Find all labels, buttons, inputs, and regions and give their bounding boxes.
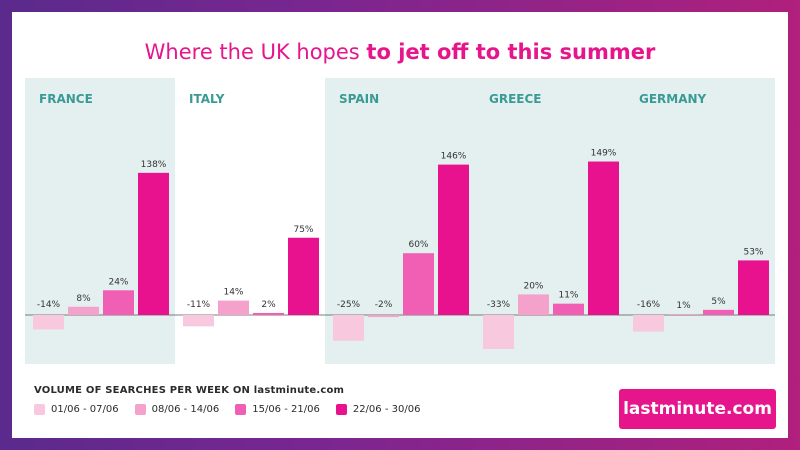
legend-label: 15/06 - 21/06 (252, 404, 320, 415)
legend-item: 01/06 - 07/06 (34, 404, 119, 415)
legend-item: 22/06 - 30/06 (335, 404, 421, 415)
bar (68, 306, 99, 315)
data-label: 5% (711, 297, 726, 307)
bar (368, 315, 399, 318)
bar (288, 237, 319, 315)
logo-text: lastminute.com (623, 399, 772, 419)
legend-label: 22/06 - 30/06 (352, 404, 421, 415)
bar (738, 260, 769, 315)
bar (703, 309, 734, 315)
data-label: 146% (441, 152, 467, 162)
data-label: 1% (676, 301, 691, 311)
data-label: -2% (375, 300, 393, 310)
chart-title: Where the UK hopes to jet off to this su… (12, 40, 788, 64)
data-label: -25% (337, 300, 361, 310)
data-label: -11% (187, 300, 211, 310)
legend-swatch (235, 404, 247, 415)
bar (633, 315, 664, 332)
data-label: 60% (408, 240, 428, 250)
data-label: 20% (523, 281, 543, 291)
bar (138, 172, 169, 315)
data-label: 8% (76, 294, 91, 304)
bar (218, 300, 249, 315)
data-label: 24% (108, 277, 128, 287)
legend-label: 01/06 - 07/06 (51, 404, 119, 415)
data-label: 138% (141, 160, 167, 170)
bar (253, 312, 284, 315)
data-label: -16% (637, 300, 661, 310)
data-label: 11% (558, 291, 578, 301)
legend-item: 15/06 - 21/06 (235, 404, 320, 415)
bar (183, 315, 214, 327)
legend-item: 08/06 - 14/06 (134, 404, 220, 415)
data-label: 75% (293, 225, 313, 235)
bar (438, 164, 469, 315)
country-label: GREECE (489, 92, 542, 106)
legend-swatch (34, 404, 45, 415)
bar (518, 294, 549, 315)
country-label: SPAIN (339, 92, 379, 106)
bar (33, 315, 64, 330)
bar (403, 253, 434, 315)
data-label: -33% (487, 300, 511, 310)
lastminute-logo: lastminute.com (619, 389, 776, 429)
data-label: 53% (743, 247, 763, 257)
country-label: GERMANY (639, 92, 707, 106)
bar (668, 313, 699, 315)
bar (588, 161, 619, 315)
bar (333, 315, 364, 341)
legend-swatch (335, 404, 347, 415)
legend: 01/06 - 07/06 08/06 - 14/06 15/06 - 21/06 2… (34, 404, 420, 415)
infographic-card: Where the UK hopes to jet off to this su… (12, 12, 788, 438)
legend-label: 08/06 - 14/06 (151, 404, 220, 415)
title-bold: to jet off to this summer (366, 40, 656, 64)
data-label: 149% (591, 149, 617, 159)
bar (483, 315, 514, 349)
legend-swatch (134, 404, 146, 415)
data-label: 14% (223, 288, 243, 298)
bar-chart: FRANCE ITALY SPAIN GREECE GERMANY -14% 8% 24% 13… (25, 78, 775, 364)
bar (553, 303, 584, 315)
legend-title: VOLUME OF SEARCHES PER WEEK ON lastminut… (34, 385, 345, 396)
title-normal: Where the UK hopes (144, 40, 367, 64)
country-label: FRANCE (39, 92, 93, 106)
data-label: -14% (37, 300, 61, 310)
bar (103, 290, 134, 315)
country-label: ITALY (189, 92, 225, 106)
data-label: 2% (261, 300, 276, 310)
